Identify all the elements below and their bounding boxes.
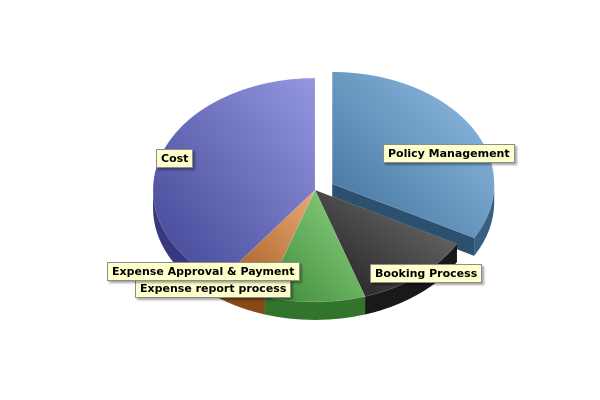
slice-label-booking-process: Booking Process: [370, 264, 483, 283]
slice-label-expense-approval-payment: Expense Approval & Payment: [107, 262, 300, 281]
slice-wall-booking-process: [365, 243, 457, 315]
slice-wall-policy-management: [474, 183, 495, 256]
slice-label-policy-management: Policy Management: [383, 144, 515, 163]
slice-wall-expense-report-process: [264, 296, 366, 321]
slice-label-expense-report-process: Expense report process: [135, 279, 292, 298]
slice-label-cost: Cost: [156, 149, 194, 168]
